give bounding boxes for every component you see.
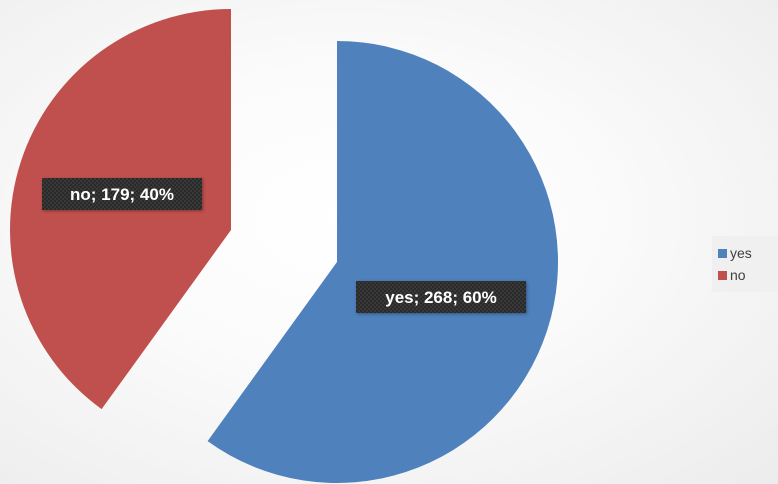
pie-slices bbox=[10, 9, 559, 483]
legend-item-no: no bbox=[718, 266, 746, 284]
legend-swatch-yes bbox=[718, 248, 727, 258]
legend-swatch-no bbox=[718, 270, 727, 280]
data-label-box-yes bbox=[356, 281, 526, 313]
legend-label-yes: yes bbox=[730, 245, 752, 261]
data-label-yes: yes; 268; 60% bbox=[356, 281, 526, 313]
pie-slice-yes bbox=[207, 41, 559, 483]
legend-label-no: no bbox=[730, 267, 746, 283]
chart-legend: yes no bbox=[712, 236, 778, 292]
data-label-text-no: no; 179; 40% bbox=[70, 185, 174, 204]
pie-data-labels: yes; 268; 60% no; 179; 40% bbox=[42, 178, 526, 313]
legend-item-yes: yes bbox=[718, 244, 752, 262]
data-label-text-yes: yes; 268; 60% bbox=[385, 288, 497, 307]
data-label-box-no bbox=[42, 178, 202, 210]
data-label-no: no; 179; 40% bbox=[42, 178, 202, 210]
